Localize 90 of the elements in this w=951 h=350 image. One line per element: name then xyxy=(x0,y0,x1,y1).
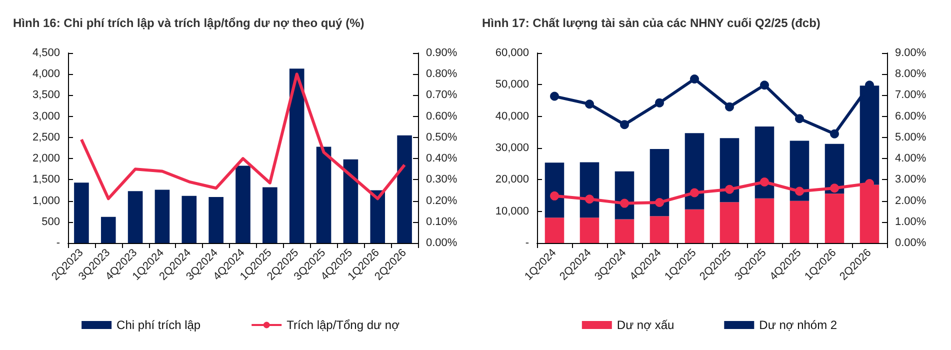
y2-tick-label: 5.00% xyxy=(895,131,926,144)
y-tick-label: 30,000 xyxy=(495,142,529,154)
y2-tick-label: 0.00% xyxy=(426,237,458,249)
bar xyxy=(580,162,600,218)
y2-tick-label: 0.00% xyxy=(895,237,926,249)
bar xyxy=(74,182,89,243)
y2-tick-label: 0.50% xyxy=(426,131,458,144)
legend-label: Dư nợ xấu xyxy=(616,318,674,332)
y2-tick-label: 0.90% xyxy=(426,47,458,59)
y2-tick-label: 0.40% xyxy=(426,152,458,165)
bar xyxy=(128,191,143,243)
y2-tick-label: 0.60% xyxy=(426,110,458,122)
bar xyxy=(790,200,810,243)
line-series xyxy=(80,72,406,200)
y-tick-label: 2,500 xyxy=(32,131,60,144)
point xyxy=(760,80,769,90)
point xyxy=(830,129,839,138)
bar xyxy=(182,196,197,243)
bar xyxy=(720,202,740,243)
point xyxy=(690,188,699,198)
y-tick-label: 3,000 xyxy=(32,110,60,122)
bar xyxy=(544,218,564,243)
y-tick-label: 40,000 xyxy=(495,110,529,122)
y-tick-label: 4,000 xyxy=(32,68,60,80)
y-tick-label: 4,500 xyxy=(32,47,60,59)
y2-tick-label: 4.00% xyxy=(895,152,926,165)
y-tick-label: - xyxy=(56,237,60,249)
bar xyxy=(316,146,332,243)
point xyxy=(690,74,699,84)
y-tick-label: 2,000 xyxy=(32,152,60,165)
y-tick-label: 500 xyxy=(42,216,60,228)
y-tick-label: 1,500 xyxy=(32,174,60,186)
y2-tick-label: 0.20% xyxy=(426,194,458,207)
y2-tick-label: 9.00% xyxy=(895,47,926,59)
bar xyxy=(754,126,774,198)
bar xyxy=(208,196,224,243)
chart-title: Hình 16: Chi phí trích lập và trích lập/tổng dư nợ theo quý (%) xyxy=(13,16,364,30)
y-tick-label: 20,000 xyxy=(495,174,529,186)
bar xyxy=(720,138,740,202)
bar xyxy=(100,216,116,243)
point xyxy=(550,92,559,101)
point xyxy=(550,191,559,200)
point xyxy=(795,114,804,124)
y2-tick-label: 0.70% xyxy=(426,89,458,102)
y-tick-label: 60,000 xyxy=(495,47,529,59)
point xyxy=(585,194,594,204)
point xyxy=(830,184,839,193)
legend-label: Dư nợ nhóm 2 xyxy=(759,318,838,332)
point xyxy=(655,198,664,207)
bar xyxy=(544,162,564,218)
bar xyxy=(343,159,358,243)
y-tick-label: 3,500 xyxy=(32,89,60,102)
y-tick-label: - xyxy=(525,237,530,249)
y2-tick-label: 7.00% xyxy=(895,89,926,102)
point xyxy=(725,184,734,194)
bar xyxy=(370,190,386,243)
bar xyxy=(754,198,774,243)
point xyxy=(620,198,629,208)
point xyxy=(725,102,734,112)
chart-title: Hình 17: Chất lượng tài sản của các NHNY cuối Q2/25 (đcb) xyxy=(482,16,820,30)
y-tick-label: 1,000 xyxy=(32,194,60,207)
point xyxy=(620,120,629,130)
y2-tick-label: 8.00% xyxy=(895,68,926,80)
y2-tick-label: 1.00% xyxy=(895,216,926,228)
legend-label: Trích lập/Tổng dư nợ xyxy=(286,318,400,332)
bar xyxy=(397,135,412,243)
y2-tick-label: 0.30% xyxy=(426,174,458,186)
bar xyxy=(614,219,634,243)
bar xyxy=(684,133,704,210)
bar xyxy=(790,140,810,201)
bar xyxy=(684,209,704,243)
bar xyxy=(154,190,170,243)
bar xyxy=(580,218,600,243)
point xyxy=(795,186,804,196)
bar xyxy=(650,148,670,216)
point xyxy=(655,98,664,108)
y-tick-label: 50,000 xyxy=(495,78,529,91)
bar xyxy=(262,187,278,243)
y2-tick-label: 0.10% xyxy=(426,216,458,228)
point xyxy=(585,100,594,109)
bar xyxy=(289,68,304,243)
y2-tick-label: 3.00% xyxy=(895,174,926,186)
y-tick-label: 10,000 xyxy=(495,205,529,218)
legend-label: Chi phí trích lập xyxy=(116,318,201,332)
y2-tick-label: 6.00% xyxy=(895,110,926,122)
y2-tick-label: 0.80% xyxy=(426,68,458,80)
point xyxy=(760,177,769,186)
y2-tick-label: 2.00% xyxy=(895,194,926,207)
bar xyxy=(236,166,250,243)
bar xyxy=(650,216,670,243)
